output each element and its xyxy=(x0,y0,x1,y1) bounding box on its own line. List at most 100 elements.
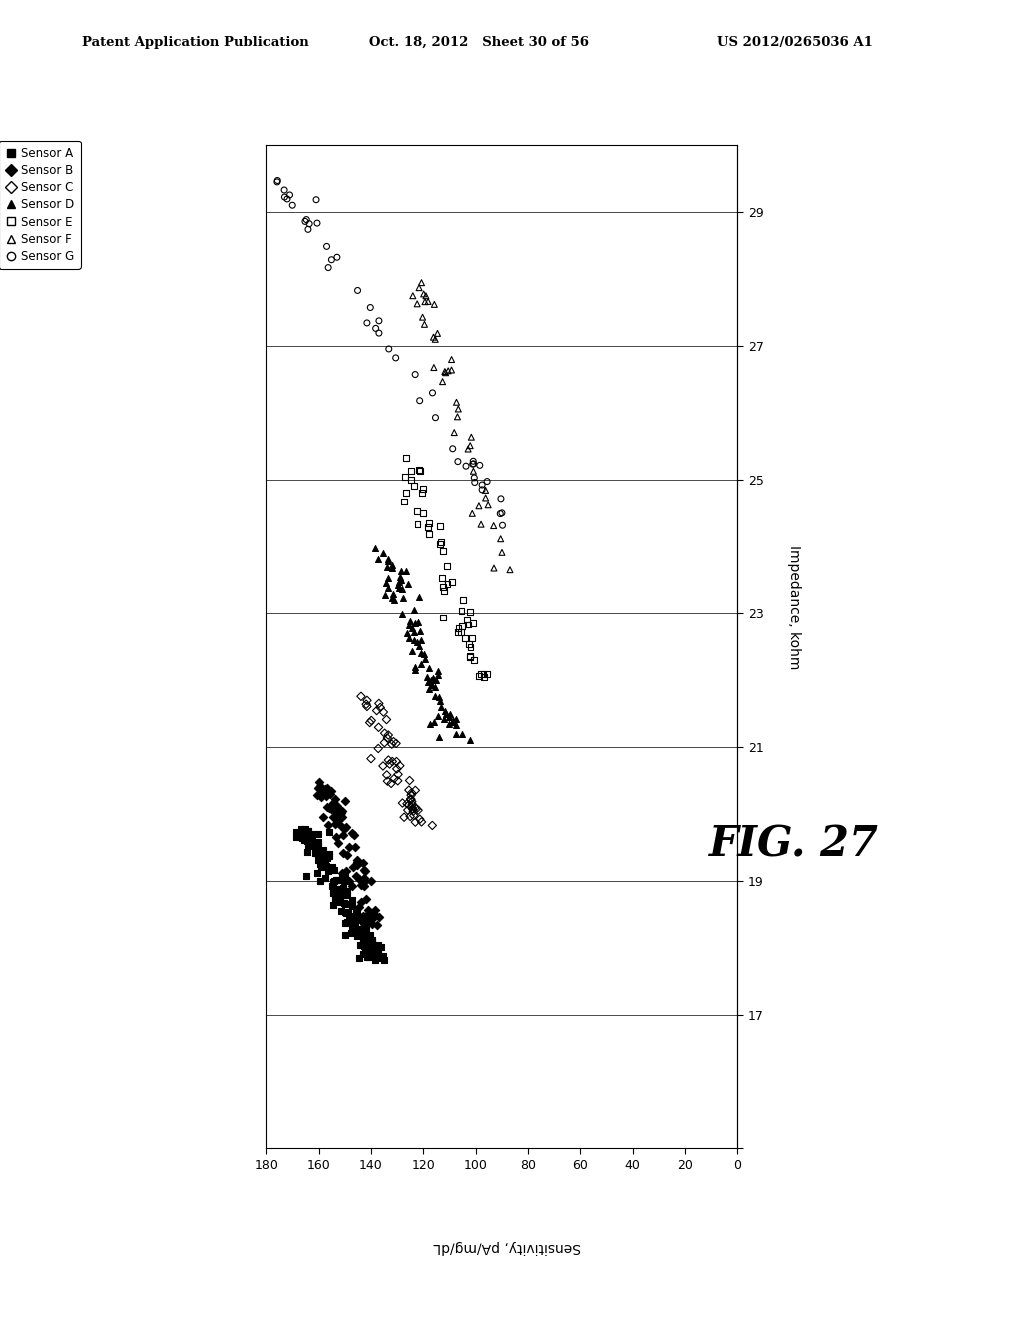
Point xyxy=(393,570,410,591)
Point xyxy=(418,285,434,306)
Point xyxy=(352,891,369,912)
Point xyxy=(466,467,482,488)
Point xyxy=(384,587,400,609)
Point xyxy=(399,800,416,821)
Point xyxy=(304,836,321,857)
Point xyxy=(394,578,411,599)
Point xyxy=(355,911,372,932)
Point xyxy=(349,908,366,929)
Point xyxy=(327,813,343,834)
Point xyxy=(284,194,300,215)
Point xyxy=(313,847,330,869)
Point xyxy=(493,528,509,549)
Point xyxy=(462,436,478,457)
Point xyxy=(328,801,344,822)
Point xyxy=(371,310,387,331)
Point xyxy=(296,829,312,850)
Point xyxy=(441,704,458,725)
Point xyxy=(424,675,440,696)
Point xyxy=(349,280,366,301)
Point xyxy=(313,784,330,805)
Point xyxy=(349,925,366,946)
Point xyxy=(380,750,396,771)
Point xyxy=(332,892,348,913)
Point xyxy=(308,189,325,210)
Point xyxy=(378,709,394,730)
Point xyxy=(355,875,372,896)
Point xyxy=(300,219,316,240)
Point xyxy=(361,940,378,961)
Point xyxy=(402,611,419,632)
Point xyxy=(467,473,483,494)
Point xyxy=(340,903,356,924)
Point xyxy=(325,895,341,916)
Point xyxy=(403,616,420,638)
Point xyxy=(310,834,327,855)
Point xyxy=(408,797,424,818)
Point xyxy=(347,906,364,927)
Point xyxy=(441,714,458,735)
Point xyxy=(446,422,463,444)
Point xyxy=(454,601,470,622)
Point xyxy=(335,878,351,899)
Point xyxy=(362,903,379,924)
Point xyxy=(450,407,466,428)
Point xyxy=(362,936,379,957)
Point xyxy=(297,818,313,840)
Point xyxy=(311,870,328,891)
Point xyxy=(279,189,295,210)
Point xyxy=(288,821,304,842)
Point xyxy=(310,771,327,792)
Point xyxy=(301,832,317,853)
Point xyxy=(314,807,331,828)
Point xyxy=(400,795,417,816)
Point xyxy=(357,861,374,882)
Point xyxy=(337,791,353,812)
Point xyxy=(477,487,494,508)
Point xyxy=(471,495,487,516)
Point xyxy=(412,391,428,412)
Point xyxy=(375,701,391,722)
Point xyxy=(322,822,338,843)
Point xyxy=(402,470,419,491)
Point xyxy=(462,601,478,622)
Point xyxy=(300,821,316,842)
Point xyxy=(328,826,344,847)
Point xyxy=(474,479,490,500)
Point xyxy=(319,257,336,279)
Point xyxy=(341,909,357,931)
Point xyxy=(326,882,342,903)
Point xyxy=(398,561,415,582)
Point xyxy=(357,913,374,935)
Point xyxy=(347,866,364,887)
Point xyxy=(396,807,413,828)
Point xyxy=(321,861,337,882)
Point xyxy=(356,920,373,941)
Point xyxy=(444,711,461,733)
Point xyxy=(355,920,372,941)
Point xyxy=(466,649,482,671)
Point xyxy=(324,857,340,878)
Point xyxy=(362,748,379,770)
Point xyxy=(298,209,314,230)
Point xyxy=(351,919,368,940)
Point xyxy=(471,665,487,686)
Point xyxy=(331,799,347,820)
Point xyxy=(476,667,493,688)
Point xyxy=(383,772,399,793)
Point xyxy=(414,812,430,833)
Point xyxy=(417,314,433,335)
Point xyxy=(308,842,325,863)
Point xyxy=(299,841,315,862)
Point xyxy=(451,399,467,420)
Point xyxy=(327,887,343,908)
Point xyxy=(356,937,373,958)
Point xyxy=(362,903,379,924)
Point xyxy=(355,916,372,937)
Point xyxy=(404,793,421,814)
Point xyxy=(400,627,417,648)
Point xyxy=(307,842,324,863)
Point xyxy=(347,899,364,920)
Point xyxy=(428,669,444,690)
Point xyxy=(406,599,422,620)
